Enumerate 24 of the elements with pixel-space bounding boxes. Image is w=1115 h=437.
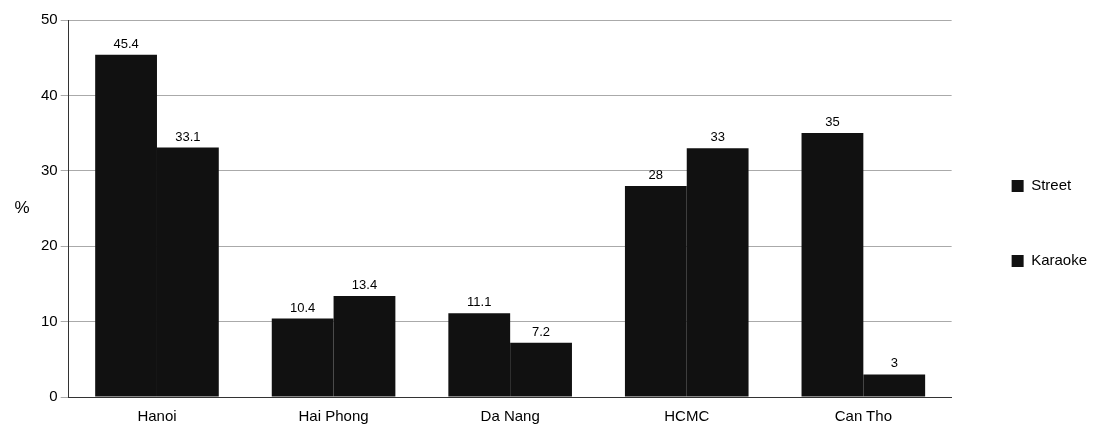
data-label: 35: [825, 114, 840, 130]
data-label: 13.4: [351, 277, 378, 293]
y-tick-label: 30: [41, 160, 58, 178]
data-label: 33.1: [175, 128, 201, 144]
y-tick-label: 10: [41, 311, 58, 329]
data-label: 10.4: [290, 299, 316, 315]
x-tick-label: Can Tho: [834, 407, 892, 425]
x-tick-label: Hai Phong: [298, 407, 369, 425]
y-tick-label: 0: [49, 387, 58, 405]
legend-label: Karaoke: [1031, 251, 1088, 269]
x-tick-label: HCMC: [664, 407, 710, 425]
x-tick-label: Da Nang: [480, 407, 540, 425]
data-label: 7.2: [532, 323, 551, 339]
legend-label: Street: [1031, 176, 1072, 194]
data-label: 3: [890, 355, 898, 371]
x-tick-label: Hanoi: [137, 407, 177, 425]
data-label: 33: [710, 129, 725, 145]
data-label: 28: [648, 166, 664, 182]
data-label: 45.4: [113, 35, 139, 51]
y-axis-title: %: [14, 198, 30, 218]
y-tick-label: 50: [41, 10, 58, 28]
y-tick-label: 20: [41, 236, 58, 254]
y-tick-label: 40: [41, 85, 58, 103]
data-label: 11.1: [467, 294, 492, 310]
